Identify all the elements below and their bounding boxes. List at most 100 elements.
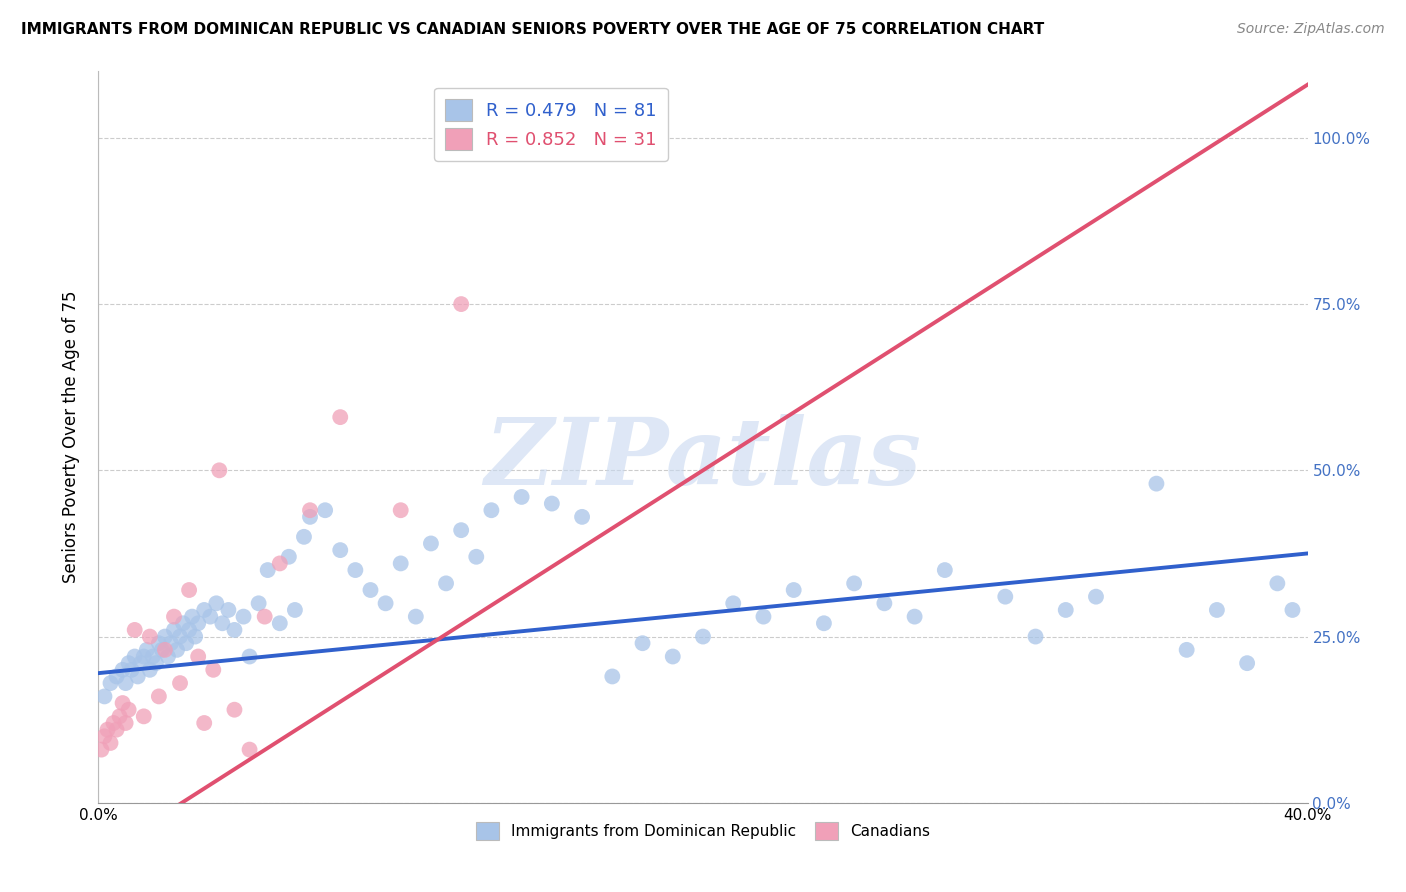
Point [360,582,382,597]
Point [193,603,215,617]
Point [239,649,262,664]
Point [169,676,191,690]
Point [661,649,683,664]
Point [844,576,866,591]
Point [873,596,896,610]
Point [752,609,775,624]
Point [247,596,270,610]
Point [205,596,228,610]
Point [111,696,134,710]
Point [239,742,262,756]
Point [148,690,170,704]
Point [465,549,488,564]
Point [202,663,225,677]
Point [187,616,209,631]
Point [299,503,322,517]
Point [269,616,291,631]
Point [184,630,207,644]
Point [135,643,157,657]
Point [187,649,209,664]
Point [90,742,112,756]
Point [253,609,276,624]
Point [1175,643,1198,657]
Point [299,509,322,524]
Point [1236,656,1258,670]
Point [105,669,128,683]
Point [153,630,176,644]
Point [994,590,1017,604]
Point [118,703,141,717]
Point [124,623,146,637]
Point [481,503,503,517]
Point [132,709,155,723]
Point [1054,603,1077,617]
Point [166,643,188,657]
Y-axis label: Seniors Poverty Over the Age of 75: Seniors Poverty Over the Age of 75 [62,291,80,583]
Point [179,582,201,597]
Text: ZIPatlas: ZIPatlas [485,414,921,504]
Point [174,636,197,650]
Point [100,676,122,690]
Point [783,582,806,597]
Point [434,576,457,591]
Point [450,523,472,537]
Point [389,503,412,517]
Point [374,596,396,610]
Point [163,609,186,624]
Point [1144,476,1167,491]
Point [405,609,427,624]
Point [631,636,654,650]
Point [314,503,336,517]
Point [111,663,134,677]
Point [103,716,125,731]
Point [420,536,443,550]
Point [813,616,835,631]
Point [329,410,352,425]
Point [153,643,176,657]
Point [96,723,118,737]
Point [121,663,143,677]
Point [127,669,149,683]
Point [1024,630,1046,644]
Point [129,656,152,670]
Point [150,643,173,657]
Point [114,716,136,731]
Point [181,609,204,624]
Point [510,490,533,504]
Point [118,656,141,670]
Point [156,649,179,664]
Point [142,649,165,664]
Point [163,623,186,637]
Point [723,596,745,610]
Point [344,563,367,577]
Point [904,609,927,624]
Point [100,736,122,750]
Text: IMMIGRANTS FROM DOMINICAN REPUBLIC VS CANADIAN SENIORS POVERTY OVER THE AGE OF 7: IMMIGRANTS FROM DOMINICAN REPUBLIC VS CA… [21,22,1045,37]
Point [1206,603,1229,617]
Point [132,649,155,664]
Point [277,549,299,564]
Point [169,630,191,644]
Point [495,131,517,145]
Point [179,623,201,637]
Point [200,609,222,624]
Point [692,630,714,644]
Point [284,603,307,617]
Point [208,463,231,477]
Point [224,623,246,637]
Point [389,557,412,571]
Point [329,543,352,558]
Point [217,603,239,617]
Point [93,729,115,743]
Point [571,509,593,524]
Point [269,557,291,571]
Point [232,609,254,624]
Point [105,723,128,737]
Point [139,630,162,644]
Point [108,709,131,723]
Point [450,297,472,311]
Point [193,716,215,731]
Point [211,616,233,631]
Point [224,703,246,717]
Point [934,563,956,577]
